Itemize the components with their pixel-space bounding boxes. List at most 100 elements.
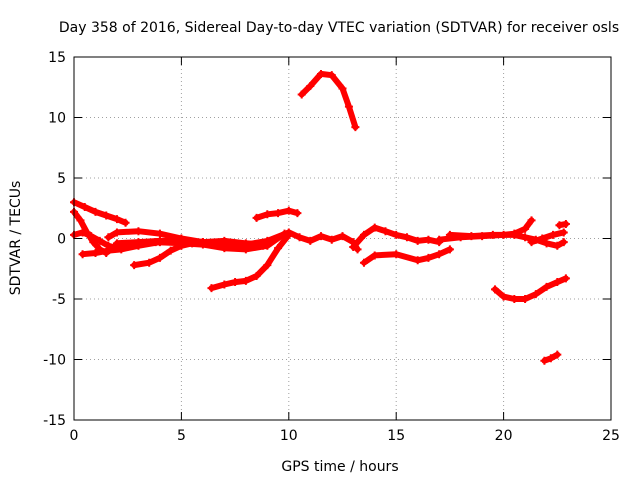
data-point (102, 211, 111, 220)
data-point (521, 295, 530, 303)
data-point (78, 228, 87, 237)
x-tick-label: 20 (495, 428, 513, 444)
data-point (220, 244, 229, 253)
data-point (145, 258, 154, 267)
y-tick-label: -15 (43, 413, 66, 429)
data-point (467, 232, 476, 241)
data-point (293, 209, 302, 218)
data-point (252, 272, 261, 281)
data-point (104, 233, 113, 242)
series-arc-evening-c (527, 228, 568, 247)
data-point (198, 240, 207, 249)
data-point (252, 213, 261, 222)
series-trace (528, 229, 567, 246)
data-point (112, 228, 121, 237)
data-point (488, 230, 497, 239)
data-point (381, 227, 390, 236)
data-point (338, 84, 347, 93)
data-point (521, 233, 530, 242)
data-point (151, 238, 160, 247)
data-point (284, 206, 293, 215)
series-arc-noon-up (252, 206, 302, 222)
data-point (263, 210, 272, 219)
data-point (499, 292, 508, 301)
data-point (445, 230, 454, 239)
data-point (295, 233, 304, 242)
data-point (177, 239, 186, 248)
data-point (91, 207, 100, 216)
data-point (134, 227, 143, 236)
data-point (344, 102, 353, 111)
data-point (546, 354, 555, 363)
data-point (424, 253, 433, 262)
data-point (553, 241, 562, 250)
data-point (112, 215, 121, 224)
data-point (95, 236, 104, 245)
data-point (531, 290, 540, 299)
data-point (359, 230, 368, 239)
data-point (402, 233, 411, 242)
x-tick-label: 0 (70, 428, 79, 444)
data-point (553, 278, 562, 287)
data-point (527, 216, 536, 225)
data-point (555, 221, 564, 230)
data-point (274, 209, 283, 218)
data-point (207, 284, 216, 293)
data-point (297, 90, 306, 99)
data-point (112, 239, 121, 248)
data-point (284, 228, 293, 237)
data-point (104, 241, 113, 250)
y-tick-label: -10 (43, 353, 66, 369)
data-point (87, 232, 96, 241)
series-arc-late-low (491, 274, 570, 303)
data-point (121, 218, 130, 227)
data-point (155, 229, 164, 238)
series-arc-early-high (70, 198, 130, 227)
data-point (521, 224, 530, 233)
data-point (78, 250, 87, 259)
series-arc-midday (241, 228, 362, 254)
data-point (359, 258, 368, 267)
data-point (155, 253, 164, 262)
data-point (413, 236, 422, 245)
data-point (538, 234, 547, 243)
axis-ticks: 0 5 10 15 20 25 -15 -10 -5 0 5 10 15 (43, 50, 620, 444)
data-point (220, 280, 229, 289)
data-point (317, 69, 326, 78)
y-axis-label: SDTVAR / TECUs (8, 181, 24, 296)
data-series (70, 69, 570, 365)
data-point (510, 295, 519, 303)
x-tick-label: 25 (602, 428, 620, 444)
data-point (306, 82, 315, 91)
data-point (317, 232, 326, 241)
data-point (130, 261, 139, 270)
series-arc-late-tick (555, 219, 570, 230)
data-point (80, 203, 89, 212)
data-point (510, 230, 519, 239)
series-arc-late-deep (540, 350, 562, 365)
x-axis-label: GPS time / hours (281, 459, 398, 475)
data-point (370, 223, 379, 232)
data-point (327, 235, 336, 244)
data-point (349, 242, 358, 251)
data-point (274, 244, 283, 253)
data-point (549, 230, 558, 239)
data-point (561, 219, 570, 228)
x-tick-label: 5 (177, 428, 186, 444)
data-point (241, 276, 250, 285)
x-tick-label: 15 (387, 428, 405, 444)
data-point (542, 239, 551, 248)
series-arc-afternoon-a (349, 223, 444, 251)
data-point (241, 240, 250, 249)
y-tick-label: -5 (52, 292, 66, 308)
y-tick-label: 5 (57, 171, 66, 187)
data-point (553, 350, 562, 359)
chart-title: Day 358 of 2016, Sidereal Day-to-day VTE… (59, 20, 619, 36)
data-point (166, 246, 175, 255)
y-tick-label: 10 (48, 111, 66, 127)
data-point (435, 250, 444, 259)
y-tick-label: 0 (57, 232, 66, 248)
data-point (445, 245, 454, 254)
data-point (561, 274, 570, 283)
